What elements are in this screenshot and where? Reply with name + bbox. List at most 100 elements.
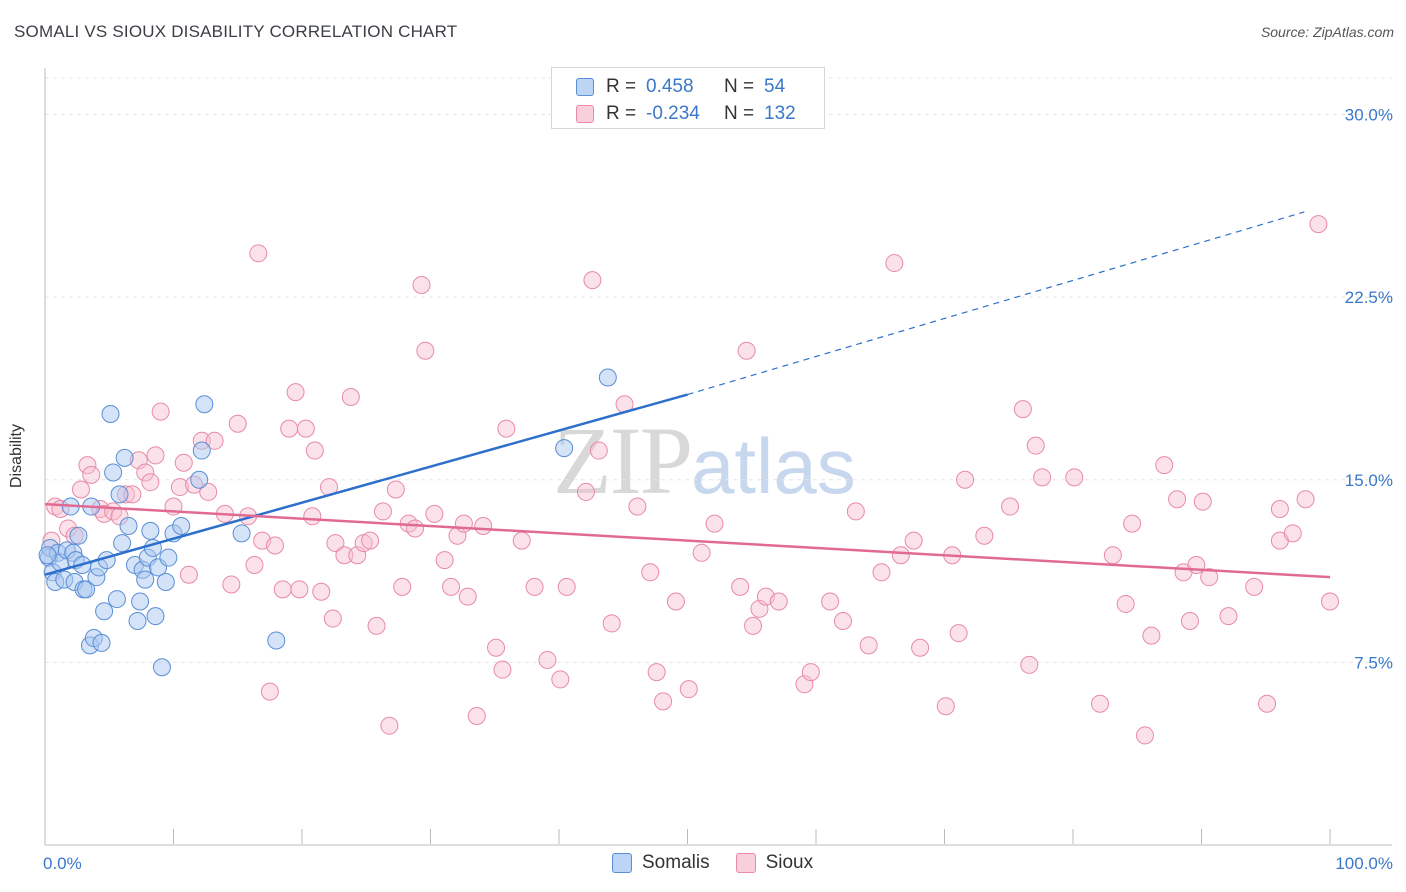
somali-trend-line [44,393,688,576]
sioux-point [1116,594,1135,613]
sioux-point [442,577,461,596]
somali-point [92,633,111,652]
sioux-point [326,534,345,553]
somali-trend-extension [687,211,1305,396]
sioux-point [260,682,279,701]
somali-point [113,534,132,553]
sioux-point [589,441,608,460]
sioux-point [692,543,711,562]
sioux-point [557,577,576,596]
sioux-point [904,531,923,550]
sioux-point [249,244,268,263]
sioux-point [1309,215,1328,234]
somali-point [101,405,120,424]
sioux-point [666,592,685,611]
sioux-point [538,650,557,669]
x-tick-label: 0.0% [43,854,82,873]
sioux-point [82,465,101,484]
legend-row-sioux: R = -0.234 N = 132 [576,103,804,125]
legend-item-somalis[interactable]: Somalis [612,852,710,874]
sioux-point [425,504,444,523]
sioux-point [1270,499,1289,518]
sioux-point [1200,568,1219,587]
sioux-point [71,480,90,499]
sioux-trend-line [44,502,1331,579]
chart-title: SOMALI VS SIOUX DISABILITY CORRELATION C… [14,22,458,41]
somali-point [110,485,129,504]
y-tick-label: 7.5% [1354,653,1393,672]
legend-r-value: 0.458 [646,76,694,97]
y-axis-label: Disability [8,423,25,489]
axes [44,68,1392,846]
sioux-point [1065,468,1084,487]
sioux-point [335,546,354,565]
sioux-point [1321,592,1339,611]
somalis-swatch [576,78,594,96]
legend-row-somalis: R = 0.458 N = 54 [576,76,804,98]
somali-point [107,590,126,609]
sioux-point [1090,694,1109,713]
sioux-point [361,531,380,550]
sioux-point [833,611,852,630]
somali-point [69,526,88,545]
sioux-point [170,478,189,497]
legend-r-label: R = [606,76,637,97]
legend-sioux-label: Sioux [765,852,814,873]
sioux-point [654,692,673,711]
somali-point [115,448,134,467]
somali-point [195,395,214,414]
legend-r-label: R = [606,103,637,124]
sioux-point [1123,514,1142,533]
sioux-point [1180,611,1199,630]
sioux-point [179,565,198,584]
somali-point [104,463,123,482]
sioux-point [222,575,241,594]
somali-point [190,470,209,489]
sioux-point [769,592,788,611]
sioux-point [1103,546,1122,565]
sioux-point [1168,490,1187,509]
sioux-point [801,663,820,682]
tick-labels: 7.5% 15.0% 22.5% 30.0% 0.0% 100.0% [43,106,1393,873]
sioux-point [151,402,170,421]
series-somalis [38,368,617,677]
sioux-point [647,663,666,682]
somali-point [267,631,286,650]
sioux-point [136,463,155,482]
somali-point [598,368,617,387]
sioux-point [1033,468,1052,487]
somali-point [152,658,171,677]
legend-item-sioux[interactable]: Sioux [735,852,814,874]
sioux-point [435,551,454,570]
sioux-point [885,254,904,273]
y-tick-label: 30.0% [1345,106,1393,125]
sioux-point [1013,400,1032,419]
sioux-point [525,577,544,596]
sioux-point [174,453,193,472]
sioux-point [458,587,477,606]
sioux-point [273,580,292,599]
somali-point [555,439,574,458]
sioux-point [245,555,264,574]
sioux-point [705,514,724,533]
sioux-point [975,526,994,545]
watermark: ZIPatlas [553,405,856,516]
somali-point [136,570,155,589]
somali-point [128,611,147,630]
correlation-legend: R = 0.458 N = 54 R = -0.234 N = 132 [551,67,825,129]
legend-n-value: 132 [764,103,796,124]
sioux-swatch [576,105,594,123]
sioux-point [1219,607,1238,626]
series-legend: Somalis Sioux [612,852,839,874]
somali-point [95,602,114,621]
sioux-point [872,563,891,582]
somali-point [192,441,211,460]
sioux-point [821,592,840,611]
sioux-point [393,577,412,596]
sioux-point [891,546,910,565]
sioux-point [341,387,360,406]
series-sioux [42,215,1339,745]
sioux-point [380,716,399,735]
legend-somalis-label: Somalis [642,852,710,873]
